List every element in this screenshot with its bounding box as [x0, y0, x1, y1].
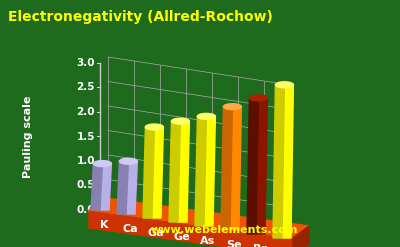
- Polygon shape: [273, 85, 284, 238]
- Polygon shape: [89, 198, 309, 238]
- Text: 2.0: 2.0: [76, 107, 95, 117]
- Text: 0.5: 0.5: [76, 181, 95, 190]
- Polygon shape: [169, 121, 180, 222]
- Polygon shape: [91, 164, 102, 210]
- Ellipse shape: [250, 95, 267, 101]
- Text: As: As: [200, 236, 216, 246]
- Text: 2.5: 2.5: [76, 82, 95, 92]
- Text: Ca: Ca: [122, 224, 138, 234]
- Polygon shape: [221, 107, 232, 230]
- Ellipse shape: [120, 158, 138, 164]
- Polygon shape: [143, 127, 154, 218]
- Text: Pauling scale: Pauling scale: [23, 95, 33, 178]
- Polygon shape: [178, 121, 190, 222]
- Polygon shape: [100, 164, 111, 210]
- Ellipse shape: [93, 161, 111, 167]
- Text: 1.5: 1.5: [76, 131, 95, 142]
- Polygon shape: [293, 226, 309, 247]
- Polygon shape: [204, 116, 215, 226]
- Polygon shape: [282, 85, 293, 238]
- Ellipse shape: [172, 118, 190, 124]
- Ellipse shape: [198, 113, 215, 119]
- Text: Electronegativity (Allred-Rochow): Electronegativity (Allred-Rochow): [8, 10, 273, 24]
- Text: Ge: Ge: [174, 232, 190, 242]
- Polygon shape: [117, 161, 128, 214]
- Text: www.webelements.com: www.webelements.com: [150, 225, 298, 235]
- Text: Se: Se: [226, 240, 242, 247]
- Ellipse shape: [275, 82, 293, 88]
- Polygon shape: [247, 98, 258, 234]
- Text: Br: Br: [253, 244, 267, 247]
- Text: 0.0: 0.0: [76, 205, 95, 215]
- Ellipse shape: [223, 104, 242, 110]
- Polygon shape: [230, 107, 242, 230]
- Ellipse shape: [146, 124, 164, 130]
- Text: 3.0: 3.0: [76, 58, 95, 68]
- Polygon shape: [89, 210, 293, 247]
- Polygon shape: [195, 116, 206, 226]
- Text: 1.0: 1.0: [76, 156, 95, 166]
- Polygon shape: [256, 98, 267, 234]
- Text: K: K: [100, 220, 108, 230]
- Polygon shape: [126, 161, 138, 214]
- Polygon shape: [152, 127, 164, 218]
- Text: Ga: Ga: [148, 228, 164, 238]
